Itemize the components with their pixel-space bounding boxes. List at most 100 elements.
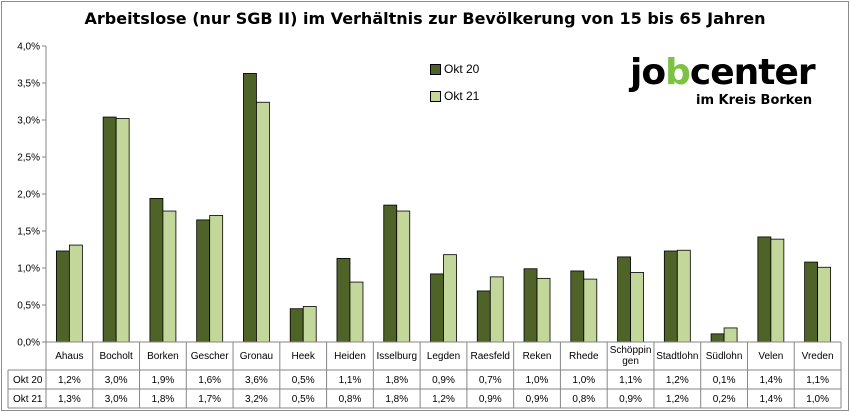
x-category-label: Borken — [147, 351, 179, 362]
table-value: 0,7% — [479, 375, 502, 386]
bar-okt20 — [710, 333, 725, 343]
x-category-label: Isselburg — [376, 351, 417, 362]
x-category-label: Heek — [292, 351, 316, 362]
table-value: 0,1% — [713, 375, 736, 386]
logo-subtitle: im Kreis Borken — [696, 93, 813, 108]
bar-okt21 — [489, 276, 504, 343]
bar-okt21 — [536, 277, 551, 343]
table-value: 1,9% — [152, 375, 175, 386]
y-tick-label: 3,0% — [17, 116, 40, 127]
table-row-header: Okt 21 — [13, 394, 43, 405]
bar-okt21 — [115, 118, 130, 343]
bar-okt21 — [349, 281, 364, 343]
x-category-label: Stadtlohn — [656, 351, 698, 362]
bar-okt20 — [243, 72, 257, 343]
chart-title: Arbeitslose (nur SGB II) im Verhältnis z… — [84, 9, 766, 28]
bar-okt21 — [68, 244, 83, 343]
x-category-label: Bocholt — [99, 351, 133, 362]
bar-okt20 — [476, 290, 491, 343]
table-value: 1,2% — [58, 375, 81, 386]
bar-okt20 — [336, 257, 351, 343]
bar-okt21 — [209, 215, 224, 343]
table-value: 1,1% — [806, 375, 829, 386]
bar-okt21 — [723, 327, 738, 343]
y-tick-label: 0,0% — [17, 338, 40, 349]
bar-okt20 — [430, 273, 444, 343]
x-category-label: Rhede — [569, 351, 599, 362]
x-category-label: Gronau — [240, 351, 273, 362]
bar-okt21 — [583, 278, 598, 343]
x-category-label: Reken — [523, 351, 552, 362]
table-value: 1,0% — [572, 375, 595, 386]
bar-okt20 — [196, 219, 211, 343]
x-category-label: Velen — [758, 351, 783, 362]
table-value: 0,2% — [713, 394, 736, 405]
table-value: 3,2% — [245, 394, 268, 405]
logo-wordmark: jobcenter — [630, 52, 816, 93]
table-value: 1,4% — [759, 375, 782, 386]
table-value: 1,1% — [339, 375, 362, 386]
bar-okt20 — [804, 261, 819, 343]
table-value: 0,9% — [619, 394, 642, 405]
legend-swatch-okt20 — [430, 64, 441, 75]
table-value: 1,0% — [526, 375, 549, 386]
bar-okt21 — [676, 249, 691, 343]
table-value: 0,9% — [526, 394, 549, 405]
table-value: 1,7% — [198, 394, 221, 405]
bar-okt21 — [162, 210, 177, 343]
bar-okt21 — [770, 238, 785, 343]
table-value: 1,1% — [619, 375, 642, 386]
y-tick-label: 1,5% — [17, 227, 40, 238]
bar-okt21 — [443, 254, 457, 343]
table-value: 3,0% — [105, 375, 128, 386]
bar-okt20 — [149, 198, 164, 343]
x-category-label: Südlohn — [706, 351, 743, 362]
legend-label-okt20: Okt 20 — [444, 62, 480, 76]
bar-okt20 — [102, 116, 117, 343]
bar-okt20 — [617, 256, 631, 343]
bar-okt20 — [757, 236, 772, 343]
x-category-label: Legden — [427, 351, 460, 362]
table-value: 3,0% — [105, 394, 128, 405]
y-tick-label: 3,5% — [17, 79, 40, 90]
x-category-label: Vreden — [802, 351, 834, 362]
bar-okt20 — [523, 268, 538, 343]
y-tick-label: 1,0% — [17, 264, 40, 275]
y-tick-label: 2,5% — [17, 153, 40, 164]
bar-okt21 — [396, 210, 411, 343]
table-value: 0,8% — [572, 394, 595, 405]
table-value: 0,5% — [292, 394, 315, 405]
bar-okt21 — [817, 266, 832, 343]
table-row-header: Okt 20 — [13, 375, 43, 386]
bar-okt20 — [383, 204, 398, 343]
table-value: 1,8% — [385, 394, 408, 405]
table-value: 1,2% — [432, 394, 455, 405]
legend-label-okt21: Okt 21 — [444, 89, 480, 103]
bar-okt20 — [55, 250, 70, 343]
table-value: 1,3% — [58, 394, 81, 405]
x-category-label: Raesfeld — [471, 351, 510, 362]
jobcenter-logo: jobcenter im Kreis Borken — [630, 52, 830, 108]
bar-okt20 — [289, 308, 304, 343]
table-value: 1,0% — [806, 394, 829, 405]
table-value: 1,8% — [152, 394, 175, 405]
x-category-label: Schöppin — [610, 345, 652, 356]
legend-swatch-okt21 — [430, 91, 441, 102]
table-value: 1,8% — [385, 375, 408, 386]
x-category-label: Heiden — [334, 351, 366, 362]
bar-okt20 — [663, 250, 678, 343]
table-value: 1,6% — [198, 375, 221, 386]
table-value: 1,4% — [759, 394, 782, 405]
x-category-label: Ahaus — [55, 351, 83, 362]
logo-accent-letter: b — [665, 52, 691, 93]
table-value: 0,8% — [339, 394, 362, 405]
table-value: 1,2% — [666, 375, 689, 386]
table-value: 0,9% — [432, 375, 455, 386]
bar-okt20 — [570, 270, 585, 343]
table-value: 0,5% — [292, 375, 315, 386]
y-tick-label: 4,0% — [17, 42, 40, 53]
x-category-label: gen — [622, 356, 639, 367]
bar-okt21 — [256, 101, 270, 343]
